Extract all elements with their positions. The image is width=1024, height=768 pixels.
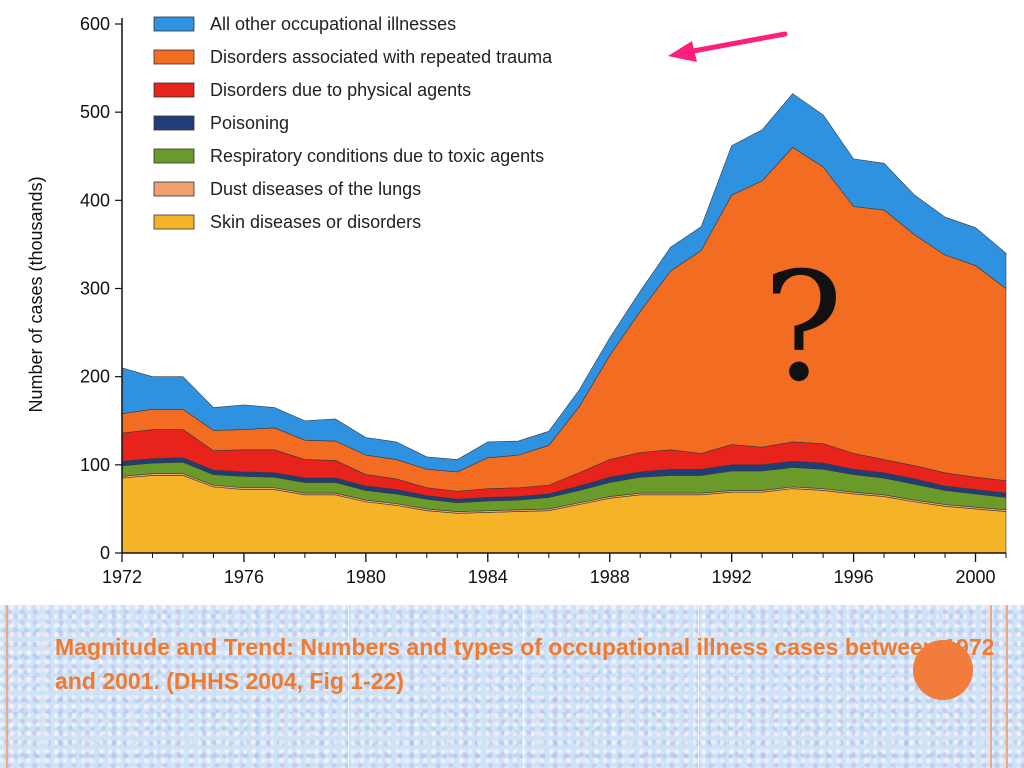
x-tick-label: 1992 (712, 567, 752, 587)
legend-label-respiratory-conditions-due-to-toxic-agents: Respiratory conditions due to toxic agen… (210, 146, 544, 166)
x-tick-label: 1996 (834, 567, 874, 587)
legend-swatch-all-other-occupational-illnesses (153, 16, 195, 32)
right-edge-line (1006, 605, 1008, 768)
band-divider (523, 605, 524, 768)
y-tick-label: 200 (80, 367, 110, 387)
legend-swatch-poisoning (153, 115, 195, 131)
y-tick-label: 100 (80, 455, 110, 475)
x-tick-label: 1980 (346, 567, 386, 587)
legend-swatch-disorders-associated-with-repeated-trauma (153, 49, 195, 65)
stacked-area-chart: 0 100 200 300 400 500 600 1972 1976 1980 1984 1988 1… (26, 14, 1007, 587)
right-edge-line (990, 605, 992, 768)
left-edge-line (6, 605, 8, 768)
y-tick-label: 400 (80, 190, 110, 210)
area-all-other-occupational-illnesses (121, 93, 1007, 473)
legend-label-disorders-associated-with-repeated-trauma: Disorders associated with repeated traum… (210, 47, 553, 67)
legend-label-disorders-due-to-physical-agents: Disorders due to physical agents (210, 80, 471, 100)
legend-label-poisoning: Poisoning (210, 113, 289, 133)
x-tick-label: 1976 (224, 567, 264, 587)
legend-swatch-skin-diseases-or-disorders (153, 214, 195, 230)
legend-swatch-respiratory-conditions-due-to-toxic-agents (153, 148, 195, 164)
y-axis-label: Number of cases (thousands) (26, 176, 46, 412)
legend-swatch-dust-diseases-of-the-lungs (153, 181, 195, 197)
legend-label-dust-diseases-of-the-lungs: Dust diseases of the lungs (210, 179, 421, 199)
y-tick-label: 600 (80, 14, 110, 34)
band-divider (348, 605, 349, 768)
band-divider (698, 605, 699, 768)
x-tick-label: 1988 (590, 567, 630, 587)
slide-caption: Magnitude and Trend: Numbers and types o… (55, 634, 995, 694)
legend-swatch-disorders-due-to-physical-agents (153, 82, 195, 98)
chart-area: 0 100 200 300 400 500 600 1972 1976 1980 1984 1988 1… (26, 14, 1007, 587)
y-tick-label: 500 (80, 102, 110, 122)
caption-band (0, 605, 1024, 768)
x-tick-label: 1984 (468, 567, 508, 587)
orange-circle-decoration (913, 640, 973, 700)
legend-label-all-other-occupational-illnesses: All other occupational illnesses (210, 14, 456, 34)
y-tick-label: 300 (80, 279, 110, 299)
arrow-head (668, 41, 697, 62)
y-tick-label: 0 (100, 543, 110, 563)
x-tick-label: 1972 (102, 567, 142, 587)
legend-label-skin-diseases-or-disorders: Skin diseases or disorders (210, 212, 421, 232)
question-mark-annotation: ? (762, 241, 844, 415)
x-tick-label: 2000 (955, 567, 995, 587)
arrow-shaft (685, 31, 788, 55)
